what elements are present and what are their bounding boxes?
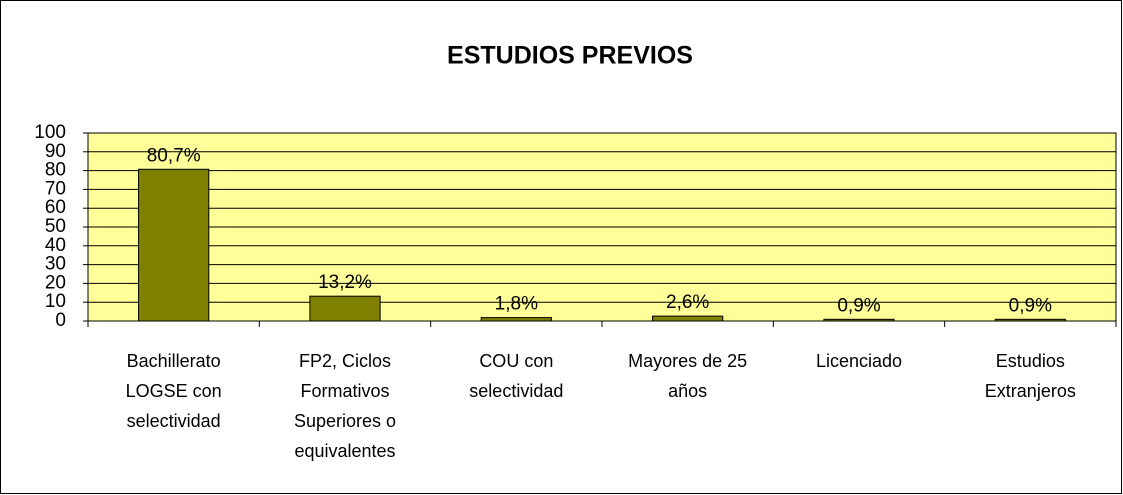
x-tick-label: FP2, Ciclos Formativos Superiores o equi…: [293, 351, 397, 461]
bar: [480, 317, 552, 322]
y-tick-label: 20: [45, 272, 66, 293]
value-label: 0,9%: [1009, 295, 1052, 316]
value-label: 80,7%: [147, 145, 201, 166]
y-tick-label: 40: [45, 235, 66, 256]
bar: [823, 318, 895, 322]
value-label: 1,8%: [495, 294, 538, 315]
x-tick-label: Licenciado: [815, 351, 903, 371]
x-tick-label: COU con selectividad: [469, 351, 564, 401]
y-tick-label: 0: [55, 310, 66, 331]
bar: [138, 168, 210, 322]
y-tick-label: 30: [45, 254, 66, 275]
value-label: 13,2%: [318, 272, 372, 293]
value-label: 2,6%: [666, 292, 709, 313]
x-tick-label: Estudios Extranjeros: [984, 351, 1076, 401]
y-tick-label: 90: [45, 141, 66, 162]
y-tick-label: 70: [45, 178, 66, 199]
y-tick-label: 10: [45, 291, 66, 312]
value-label: 0,9%: [837, 295, 880, 316]
y-tick-label: 100: [34, 122, 66, 143]
bar: [652, 315, 724, 322]
y-tick-label: 60: [45, 197, 66, 218]
y-tick-label: 80: [45, 160, 66, 181]
bar: [309, 295, 381, 322]
x-tick-label: Bachillerato LOGSE con selectividad: [125, 351, 222, 431]
chart-title: ESTUDIOS PREVIOS: [447, 42, 693, 70]
x-tick-label: Mayores de 25 años: [628, 351, 748, 401]
y-tick-label: 50: [45, 216, 66, 237]
bar: [994, 318, 1066, 322]
